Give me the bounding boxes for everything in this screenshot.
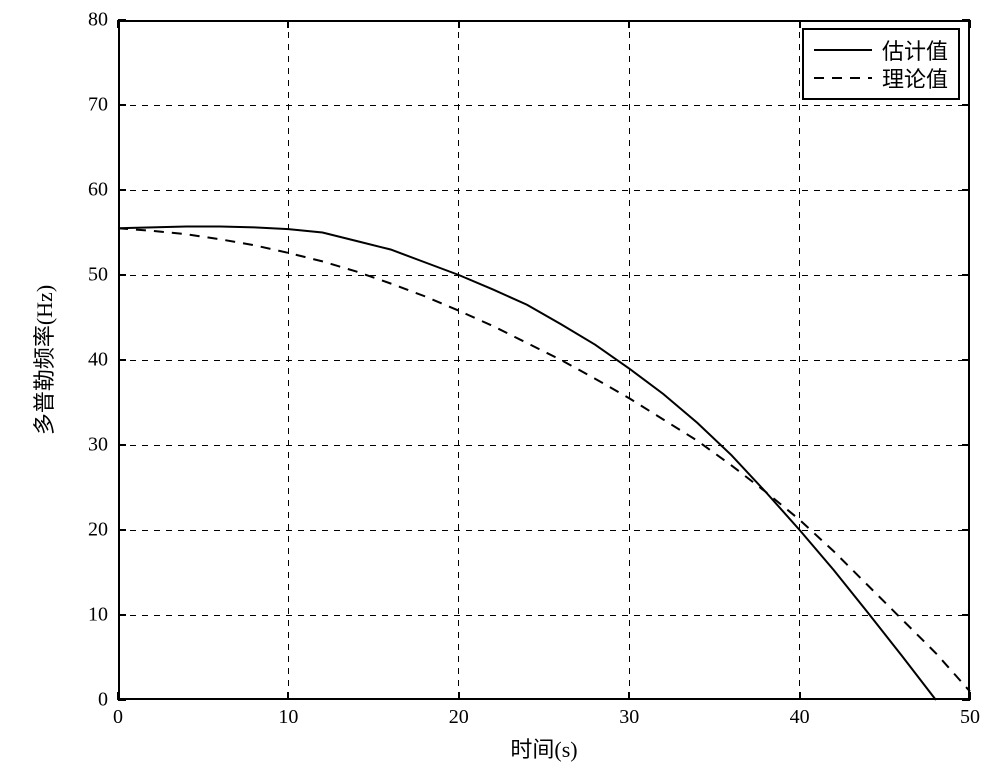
y-tick-label: 20 [88, 519, 108, 542]
y-axis-label: 多普勒频率(Hz) [27, 285, 59, 435]
y-tick-label: 0 [98, 689, 108, 712]
y-tick-label: 60 [88, 179, 108, 202]
y-tick-label: 80 [88, 9, 108, 32]
series-layer [118, 20, 970, 700]
legend-label-theoretical: 理论值 [882, 62, 948, 94]
x-tick-label: 10 [278, 706, 298, 729]
x-tick-label: 20 [449, 706, 469, 729]
y-tick-label: 40 [88, 349, 108, 372]
y-tick-label: 70 [88, 94, 108, 117]
series-估计值 [118, 227, 936, 700]
series-理论值 [118, 228, 970, 691]
legend-entry-estimated: 估计值 [814, 36, 948, 64]
y-tick-label: 30 [88, 434, 108, 457]
legend: 估计值 理论值 [802, 28, 960, 100]
x-axis-label: 时间(s) [510, 732, 577, 764]
y-tick-label: 50 [88, 264, 108, 287]
figure: 估计值 理论值 0 10 20 30 40 50 0 10 20 30 40 50 60 70 80 时间… [0, 0, 1000, 779]
x-tick-label: 0 [113, 706, 123, 729]
x-tick-label: 30 [619, 706, 639, 729]
legend-entry-theoretical: 理论值 [814, 64, 948, 92]
x-tick-label: 50 [960, 706, 980, 729]
legend-swatch-solid [814, 40, 872, 60]
x-tick-label: 40 [790, 706, 810, 729]
plot-area: 估计值 理论值 [118, 20, 970, 700]
y-tick-label: 10 [88, 604, 108, 627]
legend-swatch-dashed [814, 68, 872, 88]
